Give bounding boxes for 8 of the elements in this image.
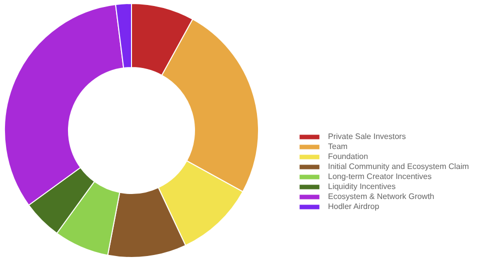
legend-label: Team — [328, 141, 348, 151]
legend-label: Initial Community and Ecosystem Claim — [328, 161, 469, 171]
legend-label: Liquidity Incentives — [328, 181, 396, 191]
legend-label: Long-term Creator Incentives — [328, 171, 432, 181]
legend-label: Private Sale Investors — [328, 131, 406, 141]
legend-label: Ecosystem & Network Growth — [328, 191, 434, 201]
legend-label: Foundation — [328, 151, 368, 161]
legend-label: Hodler Airdrop — [328, 201, 380, 211]
